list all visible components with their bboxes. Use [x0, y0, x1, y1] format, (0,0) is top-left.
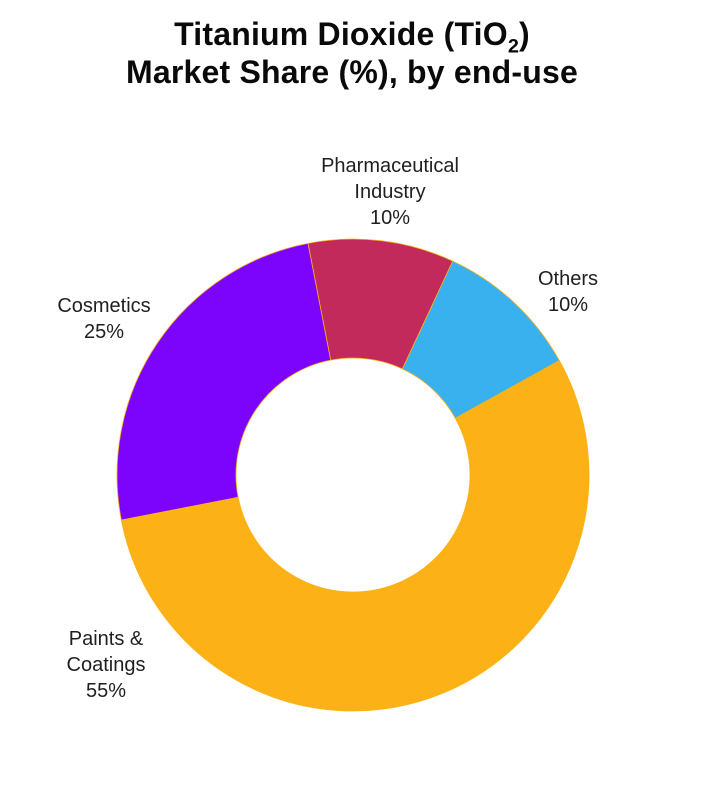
slice-label-pharmaceutical-industry: Pharmaceutical Industry 10% [305, 153, 475, 231]
title-text-post: ) [519, 16, 530, 52]
pie-slice-cosmetics[interactable] [116, 242, 332, 521]
slice-label-name: Cosmetics [57, 295, 151, 317]
slice-label-others: Others 10% [538, 266, 598, 318]
slice-label-value: 10% [369, 207, 411, 229]
slice-label-value: 25% [83, 321, 125, 343]
chart-title: Titanium Dioxide (TiO2) Market Share (%)… [0, 15, 704, 91]
slice-label-name: Paints & Coatings [66, 628, 146, 676]
slice-label-value: 55% [85, 680, 127, 702]
pie-slice-paints-coatings[interactable] [120, 360, 590, 712]
slice-label-value: 10% [547, 294, 589, 316]
slice-label-cosmetics: Cosmetics 25% [57, 293, 150, 345]
slice-label-name: Pharmaceutical Industry [321, 155, 459, 203]
slice-label-name: Others [537, 268, 599, 290]
slice-label-paints-coatings: Paints & Coatings 55% [47, 626, 165, 704]
title-subscript: 2 [507, 35, 520, 58]
chart-title-line1: Titanium Dioxide (TiO2) [0, 15, 704, 56]
chart-title-line2: Market Share (%), by end-use [126, 54, 578, 90]
title-text-pre: Titanium Dioxide (TiO [174, 16, 508, 52]
